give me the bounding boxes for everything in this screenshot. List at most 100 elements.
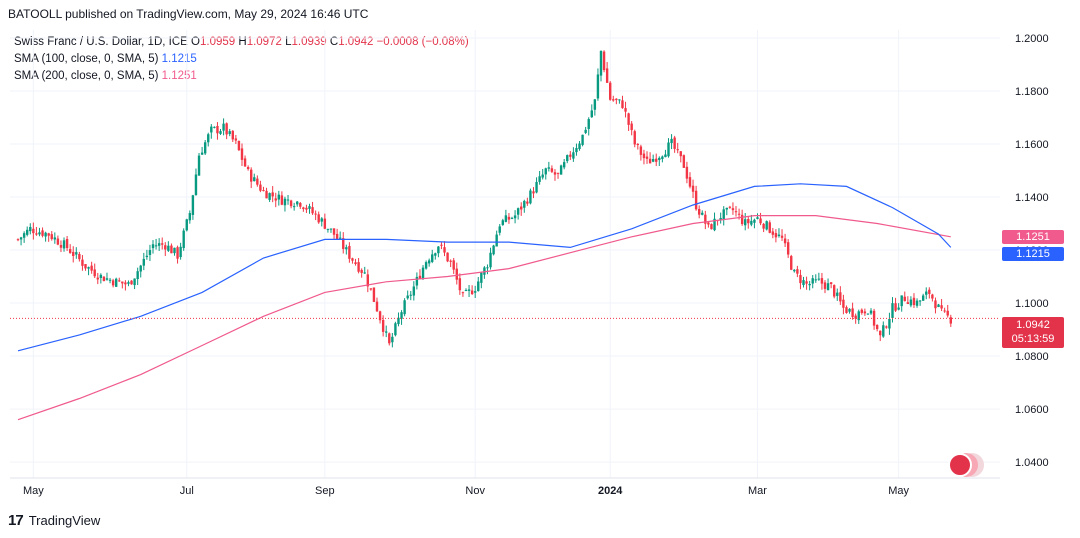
candle-body [744, 219, 747, 226]
candle-body [375, 301, 379, 312]
y-tick-label: 1.1800 [1015, 86, 1049, 98]
candle-body [246, 167, 250, 170]
candle-body [722, 209, 725, 220]
candle-body [673, 137, 676, 149]
candle-body [194, 174, 198, 196]
candle-body [836, 292, 839, 296]
last-price-value: 1.0942 [1016, 319, 1050, 331]
candle-body [253, 177, 256, 182]
candle-body [679, 151, 682, 157]
x-tick-label: May [23, 485, 44, 497]
candle-body [866, 313, 870, 315]
candle-body [569, 154, 572, 157]
candle-body [869, 310, 873, 314]
candle-body [437, 246, 440, 254]
chart-legend: Swiss Franc / U.S. Dollar, 1D, ICE O1.09… [14, 34, 469, 85]
candle-body [562, 162, 566, 168]
candle-body [56, 238, 60, 245]
sma200-value: 1.1251 [161, 70, 197, 82]
moving-averages [17, 183, 952, 421]
candle-body [81, 259, 84, 266]
y-tick-label: 1.2000 [1015, 33, 1049, 45]
candle-body [510, 217, 514, 219]
candle-body [461, 292, 465, 294]
candle-body [728, 206, 732, 208]
candle-body [299, 202, 302, 207]
candle-body [731, 208, 735, 211]
candle-body [351, 258, 354, 261]
candle-body [747, 219, 750, 224]
candle-body [618, 99, 621, 101]
candle-body [381, 319, 385, 332]
candle-body [280, 195, 284, 205]
candle-body [495, 234, 498, 247]
candle-body [314, 213, 317, 215]
candle-body [296, 201, 299, 205]
candle-body [783, 238, 787, 244]
candle-body [111, 280, 115, 286]
candle-body [308, 206, 311, 209]
symbol-label: Swiss Franc / U.S. Dollar, 1D, ICE [14, 36, 188, 48]
candle-body [587, 119, 590, 129]
candle-body [701, 212, 704, 215]
candle-body [96, 277, 99, 280]
candle-body [609, 82, 612, 100]
legend-row-price[interactable]: Swiss Franc / U.S. Dollar, 1D, ICE O1.09… [14, 34, 469, 51]
candle-body [68, 249, 72, 253]
candle-body [256, 178, 259, 185]
y-tick-label: 1.1000 [1015, 298, 1049, 310]
candle-body [602, 51, 606, 71]
low-label: L [285, 36, 292, 48]
candle-body [774, 233, 778, 238]
candle-body [885, 326, 888, 328]
candle-body [832, 285, 836, 297]
candle-body [452, 260, 455, 270]
candle-body [443, 247, 446, 253]
candle-body [372, 287, 376, 302]
candle-body [931, 294, 934, 299]
candle-body [369, 288, 373, 290]
legend-row-sma200[interactable]: SMA (200, close, 0, SMA, 5) 1.1251 [14, 68, 469, 85]
candle-body [796, 269, 799, 274]
candle-body [176, 247, 179, 259]
high-value: 1.0972 [246, 36, 282, 48]
candle-body [378, 311, 382, 321]
candle-body [259, 184, 262, 191]
candle-body [151, 244, 155, 249]
candle-body [642, 153, 646, 159]
candle-body [29, 226, 32, 232]
candle-body [170, 245, 173, 254]
x-axis-labels: May Jul Sep Nov 2024 Mar May [23, 485, 910, 497]
candle-body [409, 294, 412, 296]
candle-body [335, 233, 339, 240]
candle-body [124, 282, 127, 285]
x-tick-label: Mar [748, 485, 767, 497]
candle-body [596, 74, 600, 99]
candle-body [768, 222, 771, 233]
candle-body [486, 267, 489, 269]
candle-body [756, 217, 759, 219]
candle-body [906, 302, 910, 305]
candle-body [406, 295, 409, 299]
candle-body [688, 177, 692, 187]
candle-body [78, 254, 81, 260]
candle-body [572, 152, 575, 159]
candle-body [219, 131, 222, 134]
candle-body [243, 158, 247, 167]
candle-body [225, 123, 228, 135]
us-flag-icon[interactable] [948, 453, 972, 477]
candle-body [707, 222, 710, 225]
candle-body [268, 193, 271, 200]
candle-body [400, 312, 403, 319]
candle-body [403, 300, 406, 315]
candle-body [228, 131, 231, 134]
candle-body [157, 243, 161, 246]
candle-body [53, 237, 57, 240]
candle-body [811, 278, 814, 284]
candle-body [35, 233, 38, 235]
sma200-price-badge: 1.1251 [1002, 230, 1064, 244]
legend-row-sma100[interactable]: SMA (100, close, 0, SMA, 5) 1.1215 [14, 51, 469, 68]
candle-body [943, 310, 946, 312]
candle-body [38, 232, 41, 235]
